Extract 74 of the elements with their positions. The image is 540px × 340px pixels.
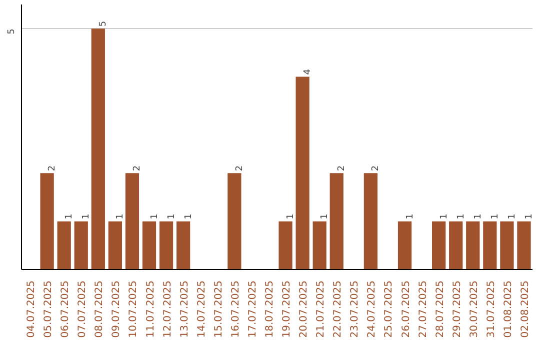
x-tick-label: 29.07.2025: [452, 280, 463, 338]
data-label: 2: [132, 165, 143, 172]
data-label: 1: [456, 214, 466, 220]
x-tick-label: 11.07.2025: [145, 280, 156, 338]
data-label: 2: [234, 165, 245, 172]
data-label: 1: [184, 214, 194, 220]
bar: [57, 221, 71, 270]
x-tick-label: 05.07.2025: [43, 280, 54, 338]
data-label: 1: [286, 214, 296, 220]
x-tick-label: 10.07.2025: [128, 280, 140, 338]
data-label: 1: [320, 214, 330, 220]
x-tick-label: 07.07.2025: [77, 280, 88, 338]
bar: [91, 28, 105, 270]
bar: [159, 221, 174, 270]
data-label: 1: [150, 214, 160, 220]
data-label: 1: [490, 214, 500, 220]
x-tick-label: 27.07.2025: [418, 280, 429, 338]
x-tick-label: 25.07.2025: [384, 280, 395, 338]
data-label: 4: [303, 68, 314, 75]
x-tick-label: 17.07.2025: [247, 280, 258, 338]
bar: [74, 221, 88, 270]
x-tick-label: 16.07.2025: [230, 280, 242, 338]
x-tick-label: 26.07.2025: [400, 280, 412, 338]
x-tick-label: 09.07.2025: [111, 280, 122, 338]
bar: [312, 221, 326, 270]
data-label: 1: [116, 214, 126, 220]
x-tick-label: 14.07.2025: [196, 280, 208, 338]
data-label: 2: [337, 165, 348, 172]
x-tick-label: 21.07.2025: [316, 280, 327, 338]
data-label: 1: [524, 214, 534, 220]
x-tick-label: 12.07.2025: [162, 280, 174, 338]
bar: [40, 173, 54, 270]
bar: [108, 221, 122, 270]
x-tick-label: 23.07.2025: [350, 280, 361, 338]
x-tick-label: 01.08.2025: [502, 280, 514, 338]
bar: [449, 221, 463, 270]
bar: [278, 221, 292, 270]
x-tick-label: 02.08.2025: [520, 280, 531, 338]
bar: [330, 173, 344, 270]
bar: [398, 221, 412, 270]
data-label: 1: [166, 214, 177, 220]
bar: [517, 221, 531, 270]
data-label: 1: [439, 214, 450, 220]
bar: [228, 173, 242, 270]
x-tick-label: 15.07.2025: [213, 280, 224, 338]
bar: [364, 173, 378, 270]
data-label: 5: [98, 20, 109, 27]
data-label: 2: [48, 165, 58, 172]
x-tick-label: 19.07.2025: [282, 280, 293, 338]
data-label: 1: [507, 214, 518, 220]
bar: [483, 221, 497, 270]
data-label: 1: [405, 214, 416, 220]
data-label: 1: [64, 214, 75, 220]
x-tick-label: 24.07.2025: [366, 280, 378, 338]
x-tick-label: 22.07.2025: [332, 280, 344, 338]
x-tick-label: 20.07.2025: [298, 280, 310, 338]
x-tick-label: 04.07.2025: [26, 280, 38, 338]
bar: [296, 76, 310, 270]
bar: [466, 221, 480, 270]
x-tick-label: 31.07.2025: [486, 280, 497, 338]
bar: [125, 173, 140, 270]
bar: [142, 221, 156, 270]
x-tick-label: 30.07.2025: [468, 280, 480, 338]
bar: [432, 221, 446, 270]
data-label: 2: [371, 165, 382, 172]
bar: [500, 221, 514, 270]
data-label: 1: [473, 214, 484, 220]
bar: [176, 221, 190, 270]
x-tick-label: 06.07.2025: [60, 280, 72, 338]
x-tick-label: 28.07.2025: [434, 280, 446, 338]
x-tick-label: 08.07.2025: [94, 280, 106, 338]
x-tick-label: 13.07.2025: [179, 280, 190, 338]
data-label: 1: [82, 214, 92, 220]
x-tick-label: 18.07.2025: [264, 280, 276, 338]
